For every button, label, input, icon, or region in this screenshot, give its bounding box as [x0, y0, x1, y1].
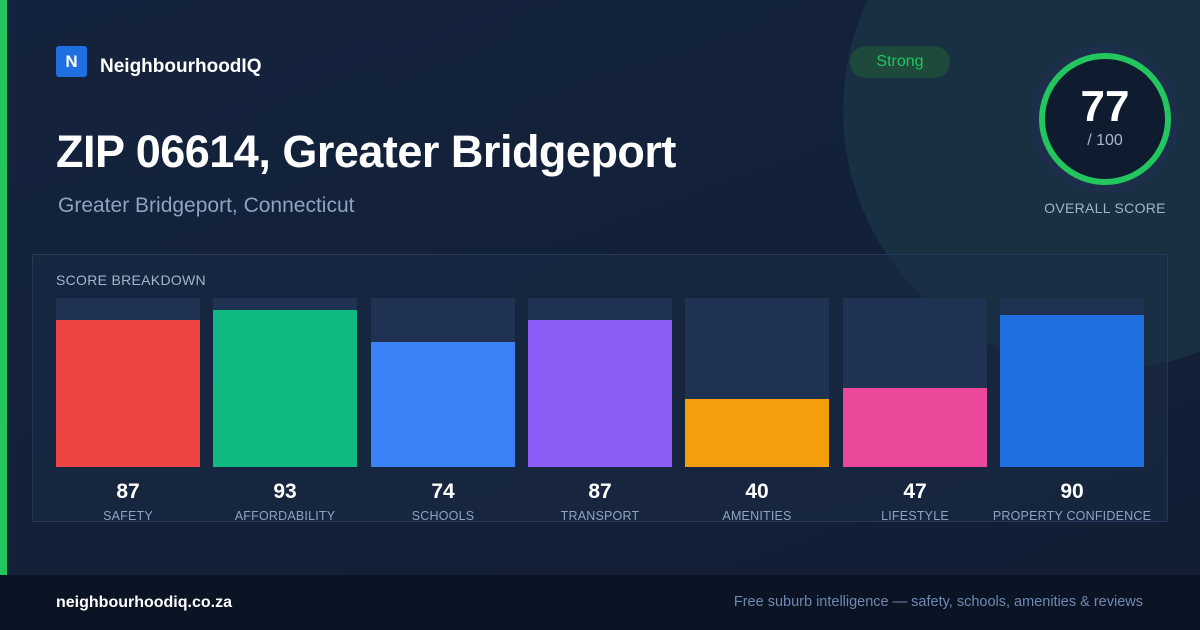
score-bar-fill: [56, 320, 200, 467]
score-bar-value: 74: [431, 480, 455, 503]
score-bar-value: 87: [116, 480, 140, 503]
page-title: ZIP 06614, Greater Bridgeport: [56, 126, 676, 177]
score-bar-label: AFFORDABILITY: [234, 509, 336, 523]
score-bar-fill: [843, 388, 987, 467]
score-bar-track: [56, 298, 200, 467]
overall-score-value: 77: [1080, 82, 1130, 131]
score-breakdown-title: SCORE BREAKDOWN: [56, 272, 206, 288]
score-bar-label: TRANSPORT: [560, 509, 640, 523]
score-bar-value: 47: [903, 480, 927, 503]
score-bar-label: SCHOOLS: [411, 509, 475, 523]
location-subtitle: Greater Bridgeport, Connecticut: [58, 194, 355, 217]
score-bar-value: 87: [588, 480, 612, 503]
rating-badge: Strong: [850, 46, 950, 78]
score-bar-label: PROPERTY CONFIDENCE: [992, 509, 1152, 523]
score-bar-track: [213, 298, 357, 467]
score-bar-fill: [213, 310, 357, 467]
score-bar-value: 40: [745, 480, 769, 503]
gauge-track: [1039, 53, 1171, 185]
overall-score-max: / 100: [1087, 132, 1123, 149]
score-bar-label: SAFETY: [103, 509, 153, 523]
accent-bar: [0, 0, 7, 575]
score-bar-fill: [1000, 315, 1144, 467]
score-bar-track: [371, 298, 515, 467]
overall-score-gauge: [1030, 44, 1180, 194]
overall-score-label: OVERALL SCORE: [1044, 200, 1166, 216]
score-bar-track: [1000, 298, 1144, 467]
footer: [0, 575, 1200, 630]
logo-icon: N: [56, 46, 87, 77]
score-bar-track: [528, 298, 672, 467]
score-bar-value: 93: [273, 480, 297, 503]
score-bar-track: [843, 298, 987, 467]
footer-site-link[interactable]: neighbourhoodiq.co.za: [56, 594, 232, 611]
score-bar-fill: [528, 320, 672, 467]
footer-tagline: Free suburb intelligence — safety, schoo…: [733, 594, 1143, 610]
score-bar-fill: [685, 399, 829, 467]
score-bar-label: AMENITIES: [722, 509, 792, 523]
score-bar-fill: [371, 342, 515, 467]
score-bar-track: [685, 298, 829, 467]
score-bar-value: 90: [1060, 480, 1084, 503]
brand-name: NeighbourhoodIQ: [100, 56, 262, 77]
score-bar-label: LIFESTYLE: [881, 509, 949, 523]
